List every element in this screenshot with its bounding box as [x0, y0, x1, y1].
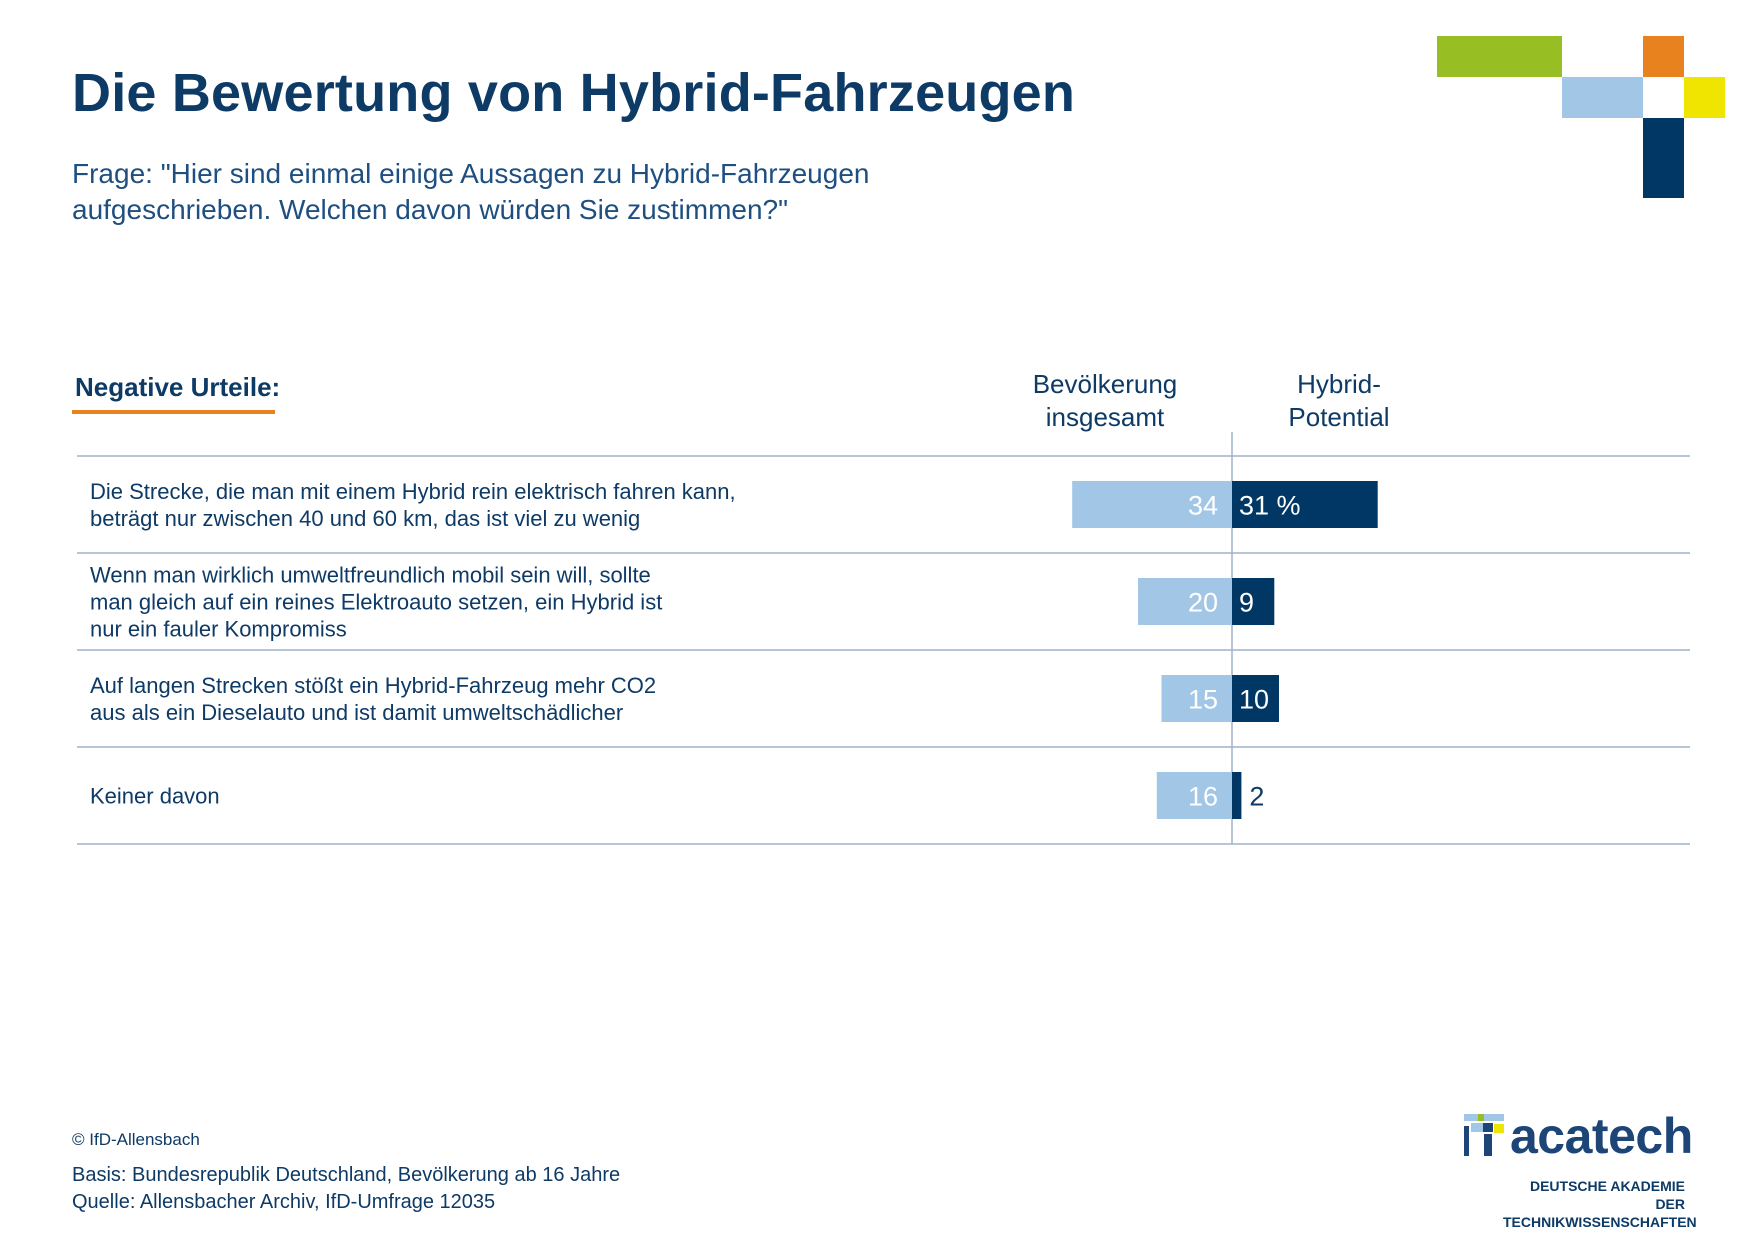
acatech-subtitle-line-2: TECHNIKWISSENSCHAFTEN [1503, 1214, 1697, 1230]
copyright-note: © IfD-Allensbach [72, 1130, 200, 1149]
value-label-hybrid-potential: 31 % [1239, 491, 1301, 521]
acatech-subtitle: DEUTSCHE AKADEMIE DER TECHNIKWISSENSCHAF… [1503, 1177, 1697, 1231]
category-label: Auf langen Strecken stößt ein Hybrid-Fah… [90, 673, 656, 698]
acatech-subtitle-line-1: DEUTSCHE AKADEMIE DER [1529, 1178, 1685, 1212]
value-label-population: 15 [1188, 685, 1218, 715]
question-line-1: Frage: "Hier sind einmal einige Aussagen… [72, 158, 870, 189]
bar-hybrid-potential [1232, 481, 1378, 528]
value-label-hybrid-potential: 9 [1239, 588, 1254, 618]
category-label: Wenn man wirklich umweltfreundlich mobil… [90, 563, 651, 588]
value-label-hybrid-potential: 2 [1249, 782, 1264, 812]
brand-blocks [1437, 36, 1725, 198]
lightblue-block [1562, 77, 1643, 118]
category-label: Die Strecke, die man mit einem Hybrid re… [90, 479, 736, 504]
navy-block [1643, 118, 1684, 198]
column-header-population-line-2: insgesamt [1045, 402, 1165, 432]
bar-population [1161, 675, 1232, 722]
question-text: Frage: "Hier sind einmal einige Aussagen… [72, 156, 972, 228]
green-block [1437, 36, 1562, 77]
acatech-logo-icon [1464, 1114, 1504, 1156]
bar-population [1156, 772, 1232, 819]
page-title: Die Bewertung von Hybrid-Fahrzeugen [72, 63, 1076, 123]
value-label-population: 16 [1188, 782, 1218, 812]
bar-population [1138, 578, 1232, 625]
basis-note: Basis: Bundesrepublik Deutschland, Bevöl… [72, 1164, 621, 1186]
column-header-hybrid: Hybrid- Potential [1219, 368, 1459, 434]
source-notes: Basis: Bundesrepublik Deutschland, Bevöl… [72, 1162, 620, 1216]
bar-hybrid-potential [1232, 675, 1279, 722]
column-header-hybrid-line-2: Potential [1288, 402, 1390, 432]
section-underline [72, 410, 275, 414]
yellow-block [1684, 77, 1725, 118]
value-label-hybrid-potential: 10 [1239, 685, 1269, 715]
orange-block [1643, 36, 1684, 77]
category-label: nur ein fauler Kompromiss [90, 617, 347, 642]
column-header-population: Bevölkerung insgesamt [985, 368, 1225, 434]
column-header-hybrid-line-1: Hybrid- [1297, 369, 1381, 399]
category-label: beträgt nur zwischen 40 und 60 km, das i… [90, 506, 640, 531]
section-label: Negative Urteile: [75, 372, 281, 402]
acatech-wordmark: acatech [1510, 1108, 1693, 1164]
bar-hybrid-potential [1232, 578, 1275, 625]
bar-hybrid-potential [1232, 772, 1242, 819]
bar-population [1072, 481, 1232, 528]
question-line-2: aufgeschrieben. Welchen davon würden Sie… [72, 194, 789, 225]
category-label: man gleich auf ein reines Elektroauto se… [90, 590, 662, 615]
category-label: aus als ein Dieselauto und ist damit umw… [90, 700, 623, 725]
value-label-population: 20 [1188, 588, 1218, 618]
category-label: Keiner davon [90, 784, 220, 809]
value-label-population: 34 [1188, 491, 1218, 521]
source-note: Quelle: Allensbacher Archiv, IfD-Umfrage… [72, 1191, 496, 1213]
column-header-population-line-1: Bevölkerung [1032, 369, 1178, 399]
